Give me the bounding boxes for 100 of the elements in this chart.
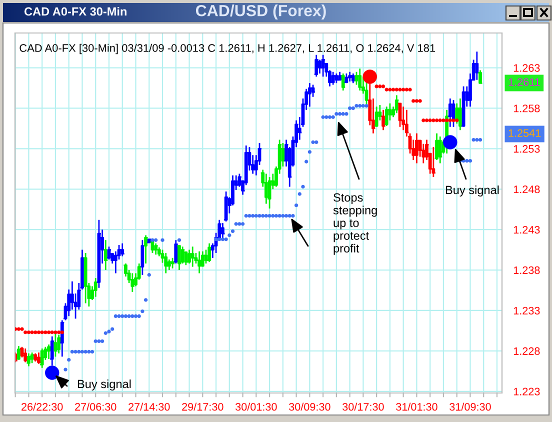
y-tick-label: 1.243 xyxy=(514,226,540,234)
point xyxy=(401,88,406,92)
candlestick xyxy=(223,190,229,222)
candlestick xyxy=(266,176,272,210)
point xyxy=(404,88,409,92)
candlestick xyxy=(384,106,390,127)
candlestick xyxy=(140,239,146,276)
candlestick xyxy=(306,82,312,108)
candlestick xyxy=(460,86,466,128)
candlestick xyxy=(36,352,42,365)
candlestick xyxy=(102,239,108,271)
point xyxy=(442,118,446,122)
candlestick xyxy=(146,238,152,244)
point xyxy=(362,70,377,84)
text: CAD A0-FX 30-Min xyxy=(24,7,126,16)
candlestick xyxy=(420,143,426,164)
candlestick xyxy=(173,239,179,264)
candlestick xyxy=(337,71,342,81)
candlestick xyxy=(120,242,126,257)
candlestick xyxy=(347,71,353,82)
point xyxy=(384,88,388,92)
point xyxy=(40,330,44,334)
point xyxy=(391,88,396,92)
candlestick xyxy=(437,136,443,164)
candlestick xyxy=(56,334,62,354)
point xyxy=(434,118,439,122)
candlestick xyxy=(340,72,346,92)
point xyxy=(418,99,422,103)
candlestick xyxy=(130,272,136,293)
candlestick xyxy=(106,246,112,260)
annotation: Buy signal xyxy=(78,379,131,391)
point xyxy=(438,118,442,122)
point xyxy=(45,366,60,380)
point xyxy=(443,135,458,150)
candlestick xyxy=(220,222,226,241)
candlestick xyxy=(29,352,35,364)
x-tick-label: 31/09:30 xyxy=(450,402,491,411)
candlestick xyxy=(16,345,22,361)
candlestick xyxy=(153,242,159,256)
candlestick xyxy=(317,59,322,74)
point xyxy=(374,84,378,88)
candlestick xyxy=(374,106,380,128)
candlestick xyxy=(176,244,182,271)
candlestick xyxy=(380,109,386,131)
candlestick xyxy=(59,319,65,358)
candlestick xyxy=(457,98,463,131)
point xyxy=(56,330,61,334)
point xyxy=(432,118,436,122)
y-tick-label: 1.263 xyxy=(514,64,540,72)
point xyxy=(36,330,41,334)
x-tick-label: 30/01:30 xyxy=(235,402,277,411)
y-tick-label: 1.248 xyxy=(514,185,540,194)
y-tick-label: 1.253 xyxy=(514,145,540,153)
candlestick xyxy=(26,352,32,367)
x-tick-label: 26/22:30 xyxy=(22,402,63,411)
point xyxy=(50,330,54,334)
candlestick xyxy=(206,242,212,263)
chart-title: CAD/USD (Forex) xyxy=(196,4,326,20)
candlestick xyxy=(92,277,98,298)
point xyxy=(24,330,28,334)
candlestick xyxy=(350,72,356,84)
candlestick xyxy=(344,72,350,84)
y-tick-label: 1.258 xyxy=(514,104,540,112)
candlestick xyxy=(170,257,176,270)
y-tick-label: 1.238 xyxy=(514,266,540,274)
x-tick-label: 30/17:30 xyxy=(342,402,384,411)
text: 1.2611 xyxy=(508,78,540,86)
point xyxy=(444,118,449,122)
point xyxy=(448,118,452,122)
candlestick xyxy=(190,246,196,268)
text: 1.2541 xyxy=(508,129,541,137)
candlestick xyxy=(330,71,336,86)
candlestick xyxy=(414,132,420,164)
candlestick xyxy=(334,72,340,84)
x-tick-label: 27/06:30 xyxy=(75,402,116,411)
candlestick xyxy=(314,54,320,78)
x-tick-label: 29/17:30 xyxy=(182,402,224,411)
annotation: Buy signal xyxy=(446,185,499,197)
x-tick-label: 31/01:30 xyxy=(396,402,438,411)
candlestick xyxy=(82,252,88,304)
point xyxy=(30,330,34,334)
point xyxy=(408,88,412,92)
candlestick xyxy=(143,234,148,264)
point xyxy=(46,330,51,334)
candlestick xyxy=(394,94,400,114)
y-tick-label: 1.233 xyxy=(514,306,540,315)
candlestick xyxy=(434,132,440,161)
point xyxy=(422,118,426,122)
candlestick xyxy=(96,219,102,289)
point xyxy=(452,118,456,122)
candlestick xyxy=(450,99,456,128)
candlestick xyxy=(320,54,326,78)
point xyxy=(378,84,382,88)
candlestick xyxy=(474,50,480,81)
point xyxy=(412,99,416,103)
point xyxy=(26,330,31,334)
point xyxy=(455,118,459,122)
candlestick xyxy=(430,146,436,178)
point xyxy=(34,330,38,334)
candlestick xyxy=(478,70,483,84)
